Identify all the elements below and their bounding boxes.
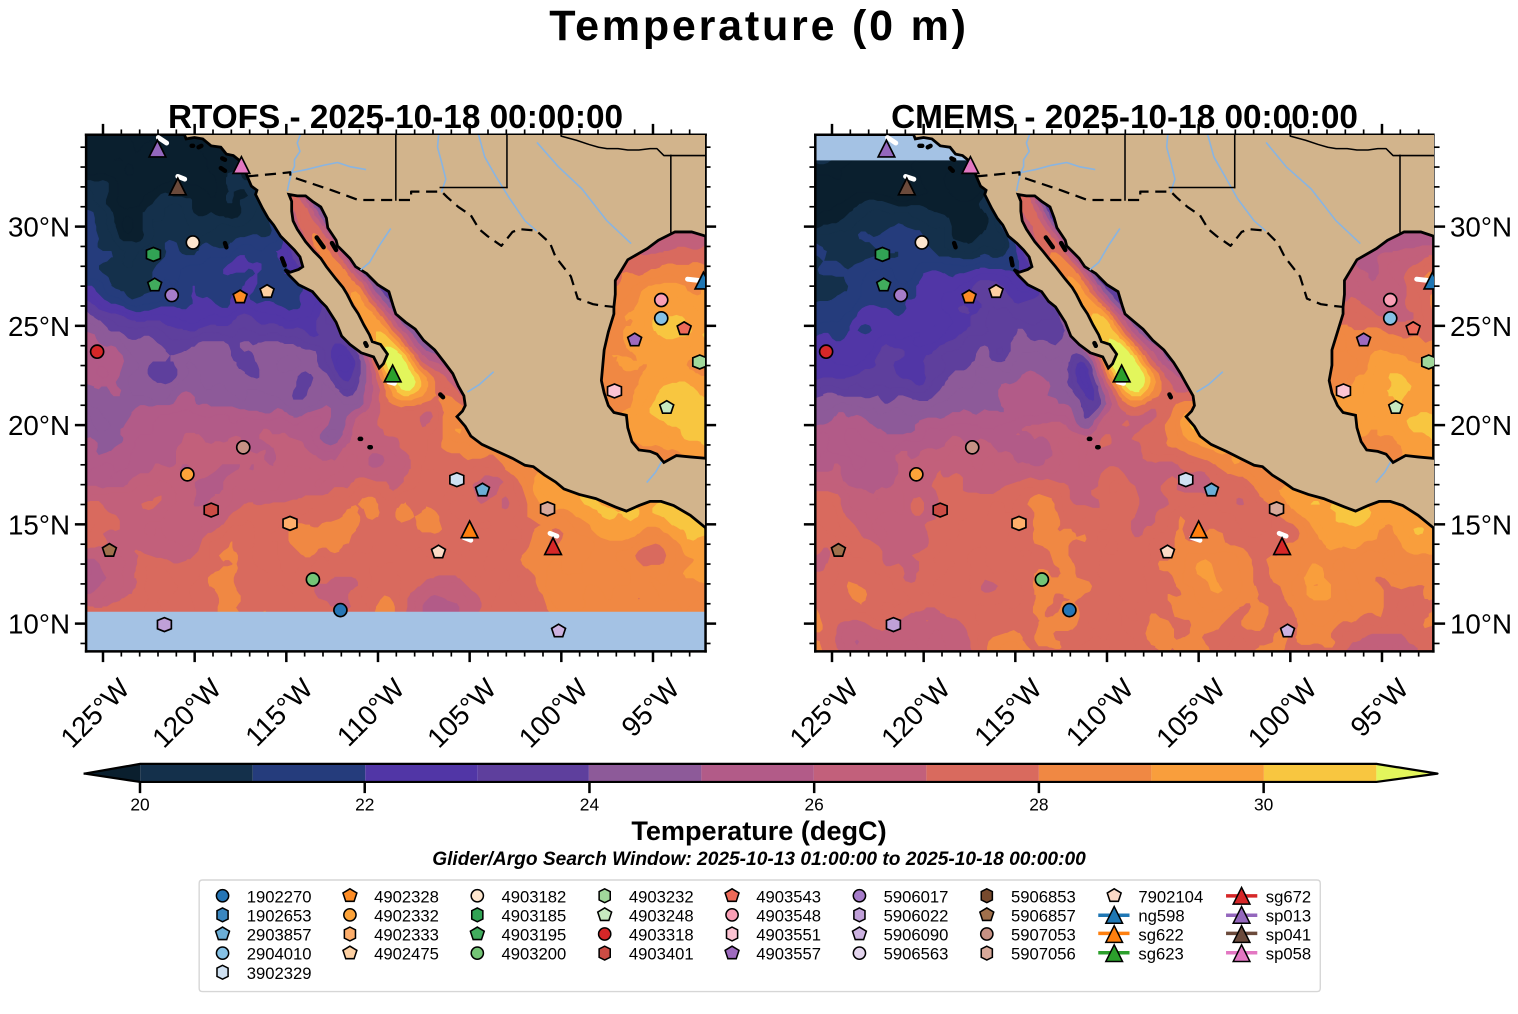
svg-text:5906853: 5906853 [1011, 887, 1076, 906]
svg-text:5906022: 5906022 [884, 906, 949, 925]
svg-text:28: 28 [1029, 795, 1048, 815]
svg-text:15°N: 15°N [8, 509, 70, 540]
svg-text:4902333: 4902333 [374, 926, 439, 945]
svg-text:sg672: sg672 [1266, 887, 1311, 906]
svg-text:sp041: sp041 [1266, 926, 1311, 945]
svg-text:4903401: 4903401 [629, 945, 694, 964]
svg-text:4903200: 4903200 [501, 945, 566, 964]
svg-text:sp013: sp013 [1266, 906, 1311, 925]
svg-text:RTOFS - 2025-10-18 00:00:00: RTOFS - 2025-10-18 00:00:00 [168, 99, 623, 136]
svg-text:3902329: 3902329 [247, 964, 312, 983]
svg-text:20°N: 20°N [8, 410, 70, 441]
svg-text:5906017: 5906017 [884, 887, 949, 906]
svg-text:4903182: 4903182 [501, 887, 566, 906]
svg-text:1902270: 1902270 [247, 887, 312, 906]
svg-text:4903248: 4903248 [629, 906, 694, 925]
svg-text:26: 26 [805, 795, 824, 815]
svg-text:5906857: 5906857 [1011, 906, 1076, 925]
svg-text:10°N: 10°N [8, 609, 70, 640]
svg-text:4903543: 4903543 [756, 887, 821, 906]
svg-text:4903195: 4903195 [501, 926, 566, 945]
svg-text:5907053: 5907053 [1011, 926, 1076, 945]
svg-text:4902475: 4902475 [374, 945, 439, 964]
svg-text:CMEMS - 2025-10-18 00:00:00: CMEMS - 2025-10-18 00:00:00 [891, 99, 1358, 136]
svg-text:24: 24 [580, 795, 600, 815]
svg-text:20: 20 [130, 795, 149, 815]
svg-text:25°N: 25°N [1450, 311, 1512, 342]
svg-text:4903318: 4903318 [629, 926, 694, 945]
svg-text:4903557: 4903557 [756, 945, 821, 964]
svg-text:sp058: sp058 [1266, 945, 1311, 964]
svg-text:4903551: 4903551 [756, 926, 821, 945]
svg-text:Glider/Argo Search Window: 202: Glider/Argo Search Window: 2025-10-13 01… [432, 849, 1086, 870]
svg-text:1902653: 1902653 [247, 906, 312, 925]
svg-text:ng598: ng598 [1138, 906, 1184, 925]
svg-text:25°N: 25°N [8, 311, 70, 342]
svg-text:Temperature (0 m): Temperature (0 m) [549, 2, 969, 50]
svg-text:5906090: 5906090 [884, 926, 949, 945]
svg-text:10°N: 10°N [1450, 609, 1512, 640]
svg-text:sg622: sg622 [1138, 926, 1183, 945]
svg-text:2904010: 2904010 [247, 945, 312, 964]
svg-text:sg623: sg623 [1138, 945, 1183, 964]
svg-text:4903185: 4903185 [501, 906, 566, 925]
svg-text:15°N: 15°N [1450, 509, 1512, 540]
svg-text:30: 30 [1254, 795, 1273, 815]
svg-text:20°N: 20°N [1450, 410, 1512, 441]
svg-text:Temperature (degC): Temperature (degC) [631, 815, 886, 846]
svg-text:30°N: 30°N [8, 212, 70, 243]
svg-text:4903548: 4903548 [756, 906, 821, 925]
svg-text:4902332: 4902332 [374, 906, 439, 925]
svg-text:22: 22 [355, 795, 374, 815]
svg-text:4902328: 4902328 [374, 887, 439, 906]
svg-text:30°N: 30°N [1450, 212, 1512, 243]
svg-text:2903857: 2903857 [247, 926, 312, 945]
svg-text:5906563: 5906563 [884, 945, 949, 964]
svg-text:4903232: 4903232 [629, 887, 694, 906]
svg-text:5907056: 5907056 [1011, 945, 1076, 964]
svg-text:7902104: 7902104 [1138, 887, 1203, 906]
